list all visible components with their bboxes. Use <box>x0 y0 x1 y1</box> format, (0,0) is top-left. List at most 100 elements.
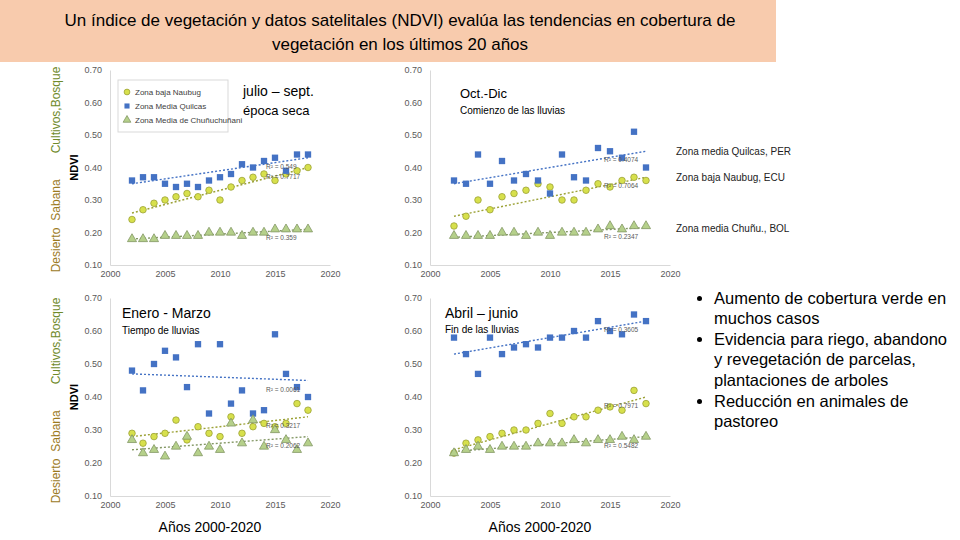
x-axis: 20002005201020152020 <box>420 265 680 279</box>
panel-title: Oct.-Dic <box>460 86 507 101</box>
point <box>583 187 590 194</box>
y-axis-title: NDVI <box>68 154 80 180</box>
point <box>557 438 566 446</box>
zone-label: Cultivos,Bosque <box>49 297 63 384</box>
point <box>250 164 256 170</box>
y-axis: 0.100.200.300.400.500.600.70 <box>84 293 110 501</box>
x-tick-label: 2015 <box>600 500 620 510</box>
point <box>521 230 530 238</box>
y-tick: 0.40 <box>404 163 430 173</box>
x-tick: 2000 <box>100 265 120 279</box>
zone-label: Desierto <box>49 227 63 272</box>
point <box>631 311 637 317</box>
point <box>643 164 649 170</box>
point <box>182 431 191 439</box>
point <box>237 230 246 238</box>
point <box>206 410 212 416</box>
x-tick-label: 2005 <box>480 269 500 279</box>
point <box>523 171 529 177</box>
y-tick-label: 0.30 <box>404 425 422 435</box>
point <box>485 445 494 453</box>
legend-marker <box>124 103 129 108</box>
x-tick: 2000 <box>420 496 440 510</box>
y-tick-label: 0.40 <box>404 392 422 402</box>
series-label: Zona media Chuñu., BOL <box>676 223 790 234</box>
y-axis-line <box>110 299 111 497</box>
point <box>162 348 168 354</box>
point <box>239 430 246 437</box>
y-tick: 0.40 <box>84 392 110 402</box>
point <box>239 387 245 393</box>
point <box>171 441 180 449</box>
point <box>217 433 224 440</box>
y-tick-label: 0.70 <box>84 293 102 303</box>
x-tick: 2015 <box>265 496 285 510</box>
y-tick-label: 0.20 <box>404 228 422 238</box>
point <box>195 423 202 430</box>
point <box>535 420 542 427</box>
bullet-list: Aumento de cobertura verde en muchos cas… <box>690 288 952 432</box>
slide: Un índice de vegetación y datos satelita… <box>0 0 960 540</box>
trend-label: R² = 0.3605 <box>604 326 639 333</box>
x-tick-label: 2000 <box>420 269 440 279</box>
point <box>184 181 190 187</box>
point <box>595 180 602 187</box>
point <box>228 171 234 177</box>
panel-subtitle: Comienzo de las lluvias <box>460 105 565 116</box>
point <box>569 227 578 235</box>
point <box>217 174 223 180</box>
legend-marker <box>124 89 130 95</box>
point <box>473 230 482 238</box>
point <box>461 230 470 238</box>
point <box>226 227 235 235</box>
x-tick-label: 2010 <box>210 269 230 279</box>
point <box>511 344 517 350</box>
point <box>559 420 566 427</box>
y-tick-label: 0.70 <box>84 65 102 75</box>
point <box>569 435 578 443</box>
panel: 0.100.200.300.400.500.600.70200020052010… <box>49 293 341 535</box>
zone-label: Sabana <box>49 410 63 452</box>
x-tick-label: 2000 <box>420 500 440 510</box>
point <box>261 407 267 413</box>
point <box>487 334 493 340</box>
point <box>162 197 169 204</box>
point <box>162 430 169 437</box>
point <box>475 197 482 204</box>
y-axis-title: NDVI <box>68 384 80 410</box>
point <box>248 227 257 235</box>
point <box>571 414 578 421</box>
point <box>449 230 458 238</box>
x-axis-title: Años 2000-2020 <box>159 519 262 535</box>
point <box>571 197 578 204</box>
point <box>184 190 191 197</box>
point <box>173 354 179 360</box>
point <box>149 234 158 242</box>
x-axis-line <box>111 496 331 497</box>
y-tick: 0.40 <box>84 163 110 173</box>
y-tick-label: 0.60 <box>404 326 422 336</box>
legend: Zona baja NaubugZona Media QuilcasZona M… <box>118 80 242 132</box>
point <box>294 400 301 407</box>
point <box>217 197 224 204</box>
point <box>217 341 223 347</box>
point <box>583 334 589 340</box>
point <box>129 216 136 223</box>
point <box>250 174 257 181</box>
point <box>547 184 554 191</box>
x-tick-label: 2015 <box>265 500 285 510</box>
point <box>173 193 180 200</box>
point <box>226 418 235 426</box>
bullet: Evidencia para riego, abandono y reveget… <box>714 329 952 389</box>
x-axis: 20002005201020152020 <box>420 496 680 510</box>
title: Un índice de vegetación y datos satelita… <box>65 11 736 54</box>
y-tick-label: 0.40 <box>84 163 102 173</box>
point <box>129 367 135 373</box>
x-axis: 20002005201020152020 <box>100 265 340 279</box>
x-tick-label: 2010 <box>210 500 230 510</box>
point <box>605 221 614 229</box>
x-tick-label: 2015 <box>265 269 285 279</box>
y-tick-label: 0.20 <box>84 458 102 468</box>
point <box>160 451 169 459</box>
x-tick-label: 2010 <box>540 500 560 510</box>
